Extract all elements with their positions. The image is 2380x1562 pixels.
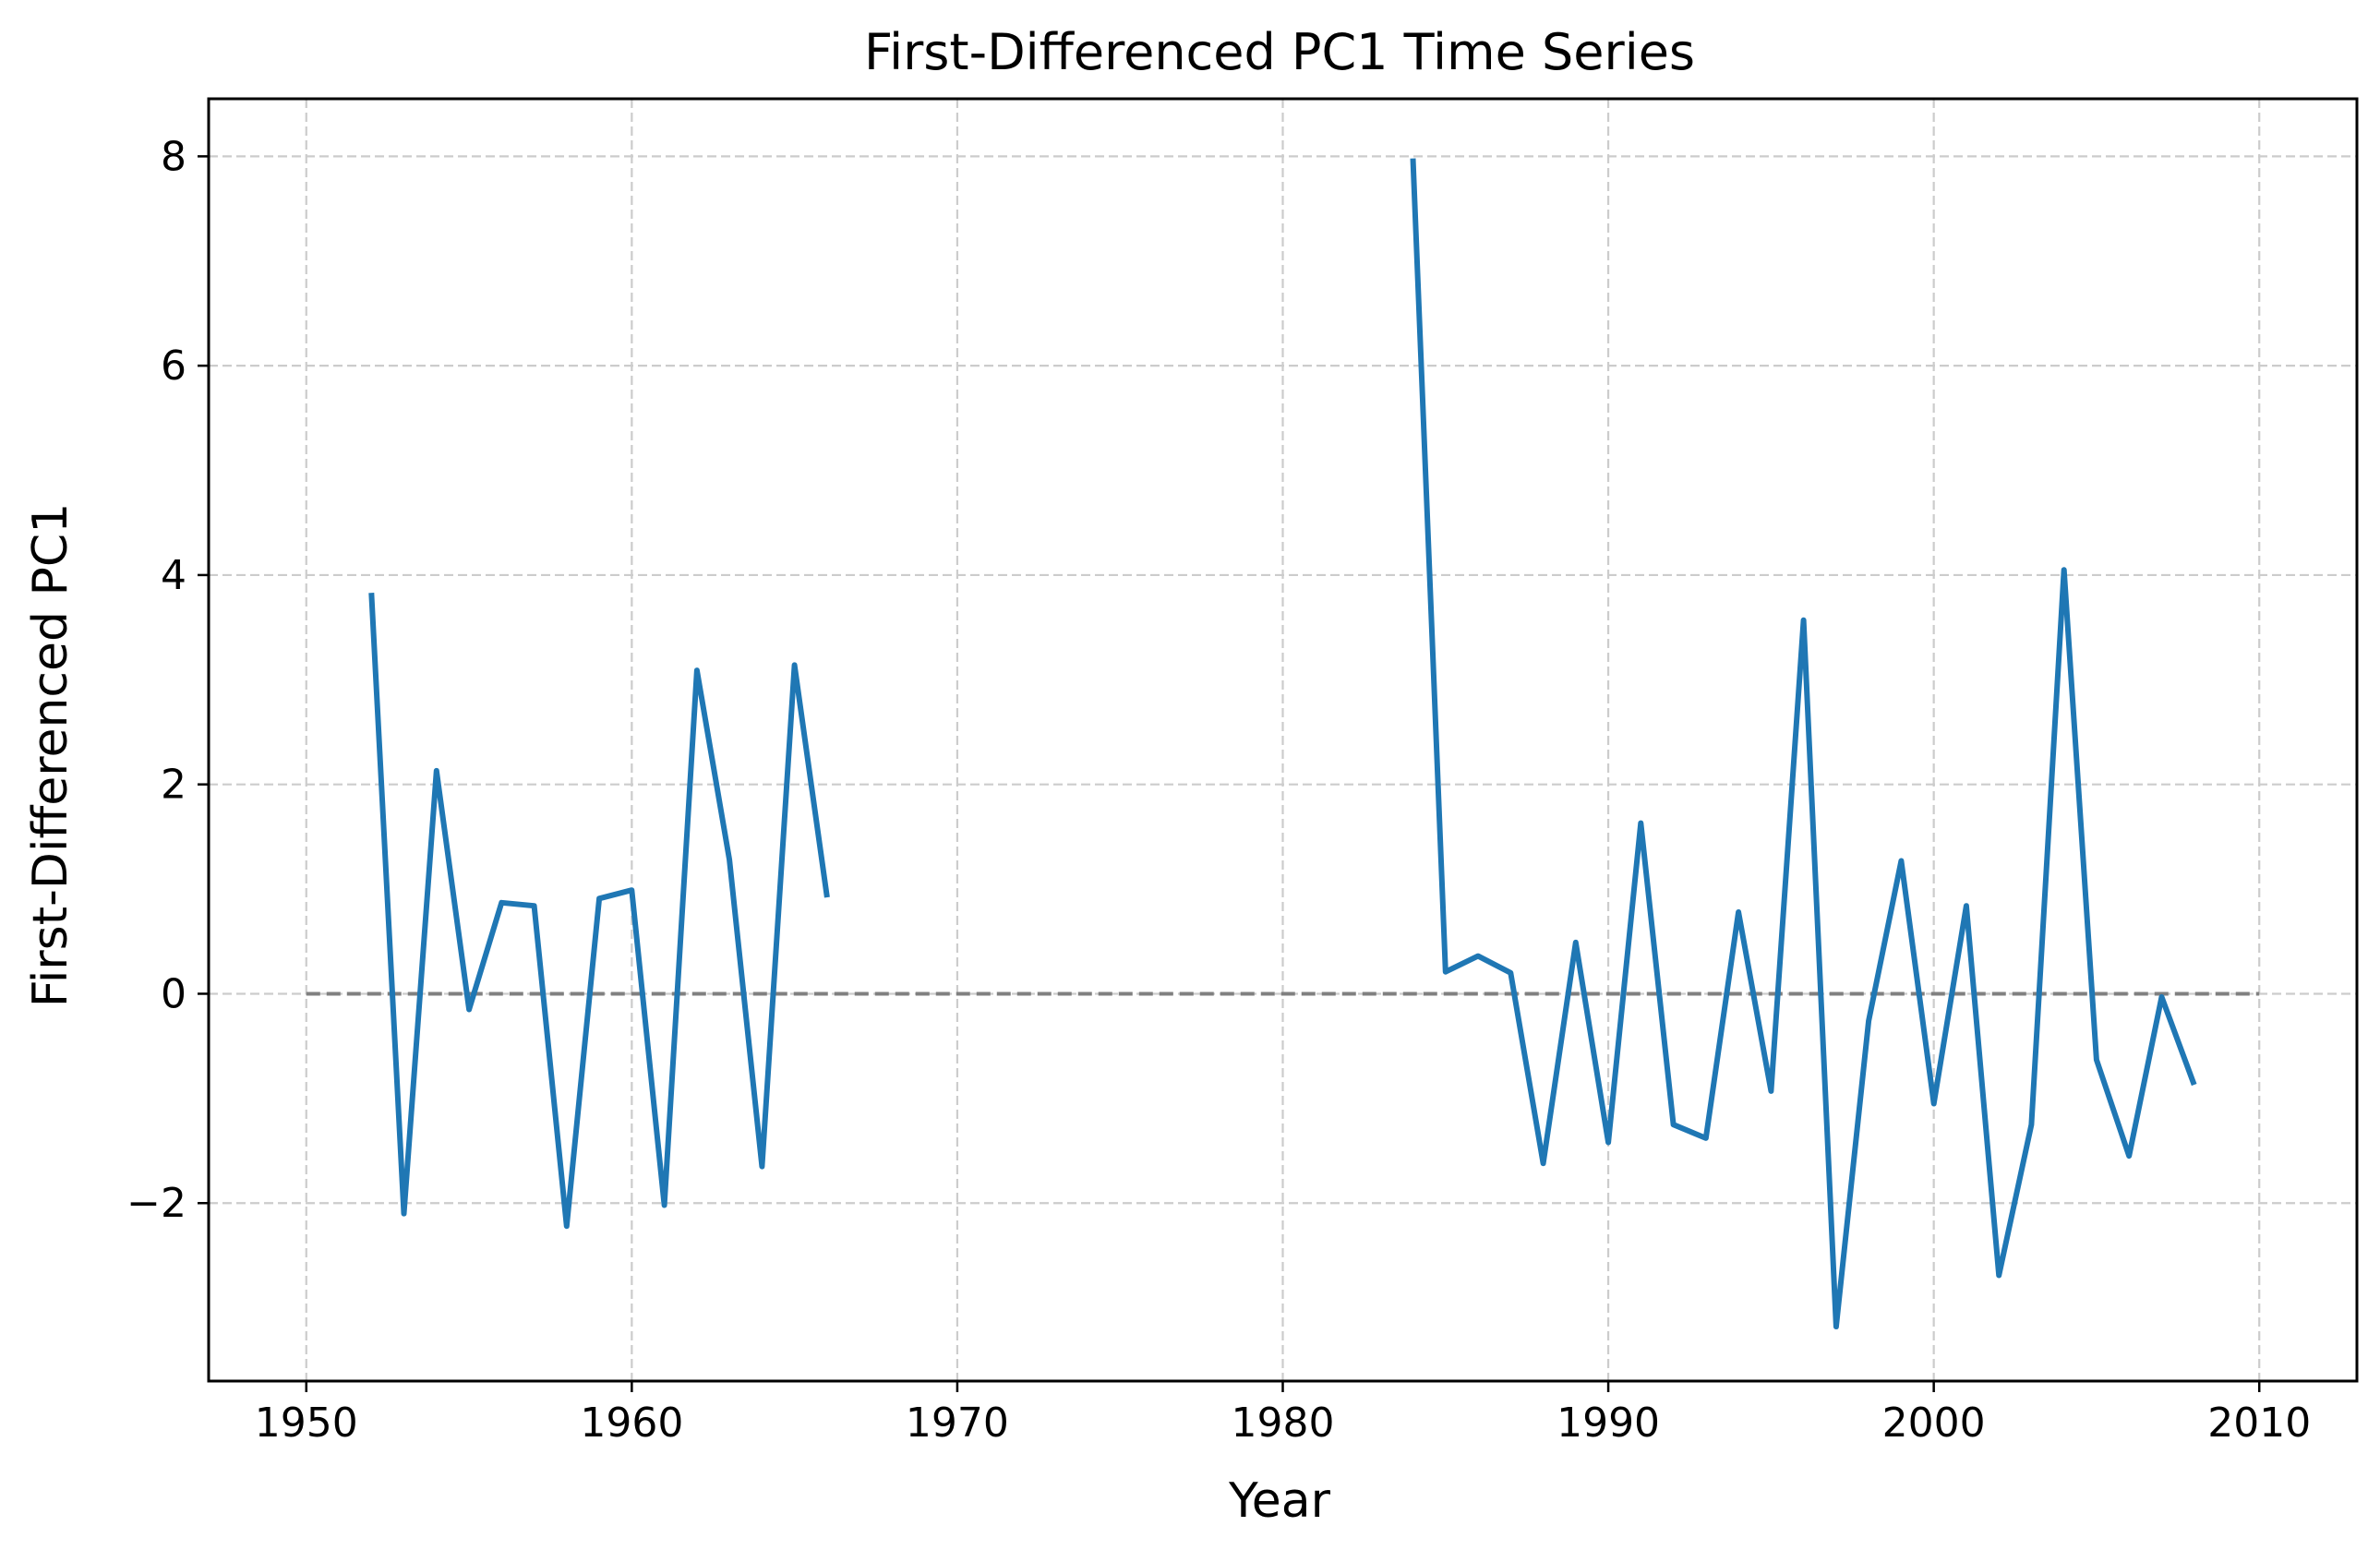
series-layer xyxy=(368,158,2197,1329)
y-tick-label: 8 xyxy=(161,133,186,180)
series-line-segment xyxy=(1410,158,2197,1329)
x-axis-ticks: 1950 1960 1970 1980 1990 2000 2010 xyxy=(255,1381,2311,1447)
series-line-segment xyxy=(368,593,830,1230)
y-tick-label: 4 xyxy=(161,552,186,599)
x-tick-label: 1950 xyxy=(255,1400,358,1447)
y-tick-label: 0 xyxy=(161,970,186,1017)
x-tick-label: 1990 xyxy=(1557,1400,1660,1447)
y-axis-label: First-Differenced PC1 xyxy=(23,503,78,1008)
y-tick-label: 6 xyxy=(161,342,186,390)
x-tick-label: 2000 xyxy=(1882,1400,1986,1447)
x-tick-label: 1970 xyxy=(906,1400,1009,1447)
x-tick-label: 2010 xyxy=(2207,1400,2311,1447)
x-axis-label: Year xyxy=(1228,1473,1331,1529)
y-axis-ticks: −2 0 2 4 6 8 xyxy=(126,133,209,1227)
y-tick-label: −2 xyxy=(126,1180,186,1227)
x-tick-label: 1980 xyxy=(1232,1400,1335,1447)
chart-title: First-Differenced PC1 Time Series xyxy=(864,23,1695,81)
x-tick-label: 1960 xyxy=(580,1400,683,1447)
grid-layer xyxy=(209,99,2357,1381)
y-tick-label: 2 xyxy=(161,762,186,809)
